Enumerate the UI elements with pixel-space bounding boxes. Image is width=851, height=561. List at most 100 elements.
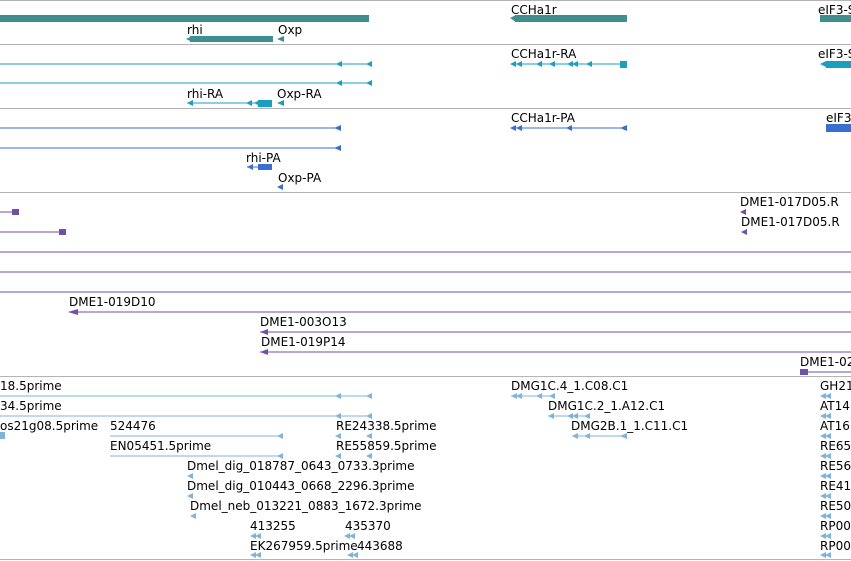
est-label[interactable]: RE50 xyxy=(820,499,851,513)
transcript-label-eif3[interactable]: eIF3-S xyxy=(818,47,851,61)
est-label[interactable]: 443688 xyxy=(357,539,403,553)
exon-block xyxy=(620,61,627,68)
est-feature-413255[interactable] xyxy=(250,533,256,539)
est-label[interactable]: RP00 xyxy=(820,519,851,533)
gene-feature-eif3[interactable] xyxy=(820,15,851,22)
est-label[interactable]: 34.5prime xyxy=(0,399,62,413)
est-marker xyxy=(825,552,831,558)
est-feature-re41[interactable] xyxy=(820,493,826,499)
est-label[interactable]: Dmel_dig_018787_0643_0733.3prime xyxy=(187,459,415,473)
est-label[interactable]: GH21 xyxy=(820,379,851,393)
est-label[interactable]: EN05451.5prime xyxy=(110,439,212,453)
est-feature-re65[interactable] xyxy=(820,453,826,459)
est-marker xyxy=(536,393,542,399)
est-marker xyxy=(335,393,341,399)
est-feature-ek267959[interactable] xyxy=(250,552,256,558)
est-feature-re55859[interactable] xyxy=(335,453,341,459)
est-label[interactable]: DMG1C.2_1.A12.C1 xyxy=(548,399,666,413)
transcript-label-oxp-ra[interactable]: Oxp-RA xyxy=(277,87,322,101)
gene-label-rhi[interactable]: rhi xyxy=(187,23,203,37)
est-feature-gh21[interactable] xyxy=(820,393,826,399)
est-feature-re24338[interactable] xyxy=(335,433,341,439)
est-label[interactable]: RE24338.5prime xyxy=(336,419,437,433)
est-marker xyxy=(825,493,831,499)
est-label[interactable]: os21g08.5prime xyxy=(0,419,99,433)
est-marker xyxy=(516,393,522,399)
clone-feature-017d05-r[interactable] xyxy=(741,229,747,235)
est-label[interactable]: AT14 xyxy=(820,399,850,413)
est-label[interactable]: 413255 xyxy=(250,519,296,533)
est-label[interactable]: 524476 xyxy=(110,419,156,433)
gene-strand-arrow xyxy=(186,36,192,42)
est-label[interactable]: RP00 xyxy=(820,539,851,553)
est-label[interactable]: AT16 xyxy=(820,419,850,433)
gene-label-ccha1r[interactable]: CCHa1r xyxy=(511,3,557,17)
est-feature-rp00[interactable] xyxy=(820,533,826,539)
exon-marker xyxy=(572,61,578,67)
est-label[interactable]: DMG1C.4_1.C08.C1 xyxy=(511,379,629,393)
est-feature-re56[interactable] xyxy=(820,473,826,479)
transcript-label-ccha1r-ra[interactable]: CCHa1r-RA xyxy=(511,47,577,61)
gene-feature-ccha1r[interactable] xyxy=(515,15,627,22)
exon-marker xyxy=(510,61,516,67)
clone-end xyxy=(68,309,78,315)
exon-marker xyxy=(336,61,342,67)
est-marker xyxy=(584,433,590,439)
transcript-feature-oxp-ra[interactable] xyxy=(277,100,284,106)
est-feature-435370[interactable] xyxy=(344,533,350,539)
clone-label[interactable]: DME1-017D05.R xyxy=(740,195,839,209)
transcript-feature-eif3[interactable] xyxy=(826,61,851,68)
est-label[interactable]: 435370 xyxy=(345,519,391,533)
transcript-label-rhi-ra[interactable]: rhi-RA xyxy=(187,87,224,101)
clone-label[interactable]: DME1-017D05.R xyxy=(741,215,840,229)
clone-end xyxy=(800,369,808,375)
est-feature-at14[interactable] xyxy=(820,413,826,419)
track-separator xyxy=(0,0,851,1)
protein-block xyxy=(258,164,272,170)
est-label[interactable]: EK267959.5prime xyxy=(250,539,358,553)
gene-feature-rhi[interactable] xyxy=(190,36,273,42)
exon-marker xyxy=(366,80,372,86)
est-feature-at16[interactable] xyxy=(820,433,826,439)
clone-end xyxy=(12,209,19,215)
protein-label-oxp-pa[interactable]: Oxp-PA xyxy=(278,171,322,185)
track-separator xyxy=(0,192,851,193)
est-marker xyxy=(825,533,831,539)
clone-feature-017d05-r[interactable] xyxy=(740,209,746,215)
gene-label-eif3[interactable]: eIF3-S xyxy=(818,3,851,17)
gene-label-oxp[interactable]: Oxp xyxy=(278,23,303,37)
est-label[interactable]: Dmel_neb_013221_0883_1672.3prime xyxy=(190,499,422,513)
clone-label[interactable]: DME1-019D10 xyxy=(69,295,156,309)
est-feature-443688[interactable] xyxy=(347,552,353,558)
est-label[interactable]: RE55859.5prime xyxy=(336,439,437,453)
protein-label-rhi-pa[interactable]: rhi-PA xyxy=(246,151,281,165)
gene-feature-oxp[interactable] xyxy=(277,36,284,42)
est-feature-dig-018787[interactable] xyxy=(187,473,193,479)
exon-marker xyxy=(187,100,193,106)
est-marker xyxy=(277,433,283,439)
gene-feature[interactable] xyxy=(0,15,369,22)
protein-feature-oxp-pa[interactable] xyxy=(277,184,283,190)
protein-feature-eif3[interactable] xyxy=(826,124,851,132)
clone-label[interactable]: DME1-02 xyxy=(800,355,851,369)
track-separator xyxy=(0,559,851,560)
est-label[interactable]: Dmel_dig_010443_0668_2296.3prime xyxy=(187,479,415,493)
est-label[interactable]: RE56 xyxy=(820,459,851,473)
est-label[interactable]: 18.5prime xyxy=(0,379,62,393)
est-marker xyxy=(335,413,341,419)
est-feature[interactable] xyxy=(0,432,5,439)
est-marker xyxy=(825,473,831,479)
est-feature-re50[interactable] xyxy=(820,513,826,519)
clone-label[interactable]: DME1-019P14 xyxy=(261,335,346,349)
est-feature-neb-013221[interactable] xyxy=(190,513,196,519)
clone-label[interactable]: DME1-003O13 xyxy=(260,315,347,329)
protein-label-ccha1r-pa[interactable]: CCHa1r-PA xyxy=(511,111,575,125)
est-label[interactable]: RE65 xyxy=(820,439,851,453)
protein-label-eif3[interactable]: eIF3 xyxy=(826,111,851,125)
est-feature-dig-010443[interactable] xyxy=(187,493,193,499)
est-label[interactable]: DMG2B.1_1.C11.C1 xyxy=(571,419,689,433)
est-feature-rp00[interactable] xyxy=(820,552,826,558)
exon-marker xyxy=(254,100,260,106)
est-label[interactable]: RE41 xyxy=(820,479,851,493)
